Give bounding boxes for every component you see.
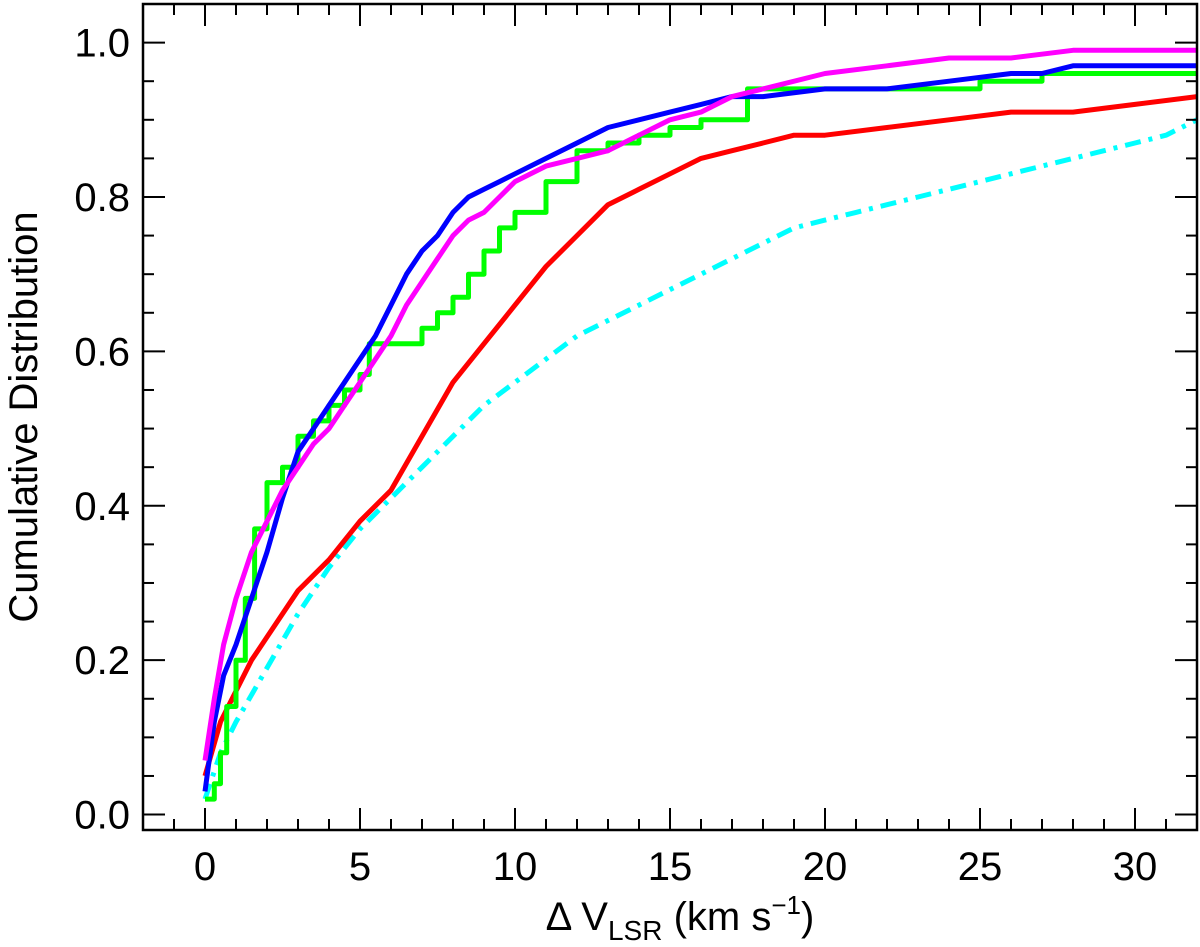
x-tick-label: 5: [349, 845, 371, 889]
series-line-1: [202, 117, 1199, 800]
y-tick-label: 0.4: [74, 485, 130, 529]
x-axis-title-unit-close: ): [801, 895, 814, 939]
x-tick-label: 20: [803, 845, 848, 889]
label-layer: 0 5 10 15 20 25 30 0.0 0.2 0.4 0.6 0.8 1.0: [74, 22, 1157, 889]
y-tick-label: 0.2: [74, 639, 130, 683]
x-axis-title-superscript: −1: [771, 890, 801, 920]
tick-layer: [142, 4, 1198, 830]
x-tick-label: 10: [493, 845, 538, 889]
x-tick-label: 0: [194, 845, 216, 889]
x-axis-title-prefix: Δ V: [546, 895, 609, 939]
y-tick-label: 1.0: [74, 22, 130, 66]
plot-frame: [141, 2, 1199, 832]
y-axis-title: Cumulative Distribution: [2, 211, 46, 622]
x-axis-title: Δ VLSR (km s−1): [546, 890, 815, 942]
series-line-5: [202, 47, 1197, 761]
series-line-2: [202, 94, 1198, 777]
x-axis-title-subscript: LSR: [608, 915, 662, 942]
y-tick-label: 0.6: [74, 330, 130, 374]
x-tick-label: 15: [648, 845, 693, 889]
series-line-3: [205, 71, 1197, 802]
y-tick-label: 0.8: [74, 176, 130, 220]
x-tick-label: 30: [1113, 845, 1158, 889]
series-line-4: [202, 63, 1197, 792]
y-tick-label: 0.0: [74, 794, 130, 838]
x-axis-title-unit: (km s: [662, 895, 771, 939]
series-layer: [202, 47, 1199, 802]
x-tick-label: 25: [958, 845, 1003, 889]
